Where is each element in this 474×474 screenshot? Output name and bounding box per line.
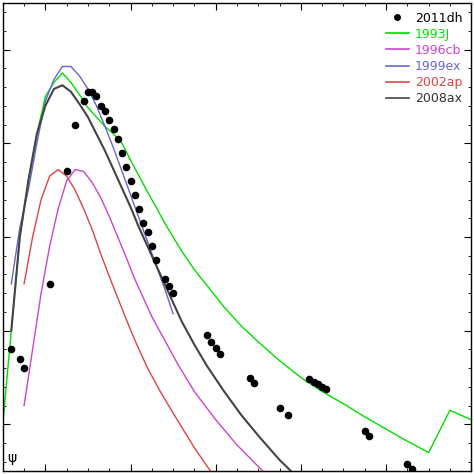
Point [310,378,318,386]
Point [89,88,96,96]
Point [84,88,92,96]
Point [139,219,147,227]
Point [8,346,15,353]
Legend: 2011dh, 1993J, 1996cb, 1999ex, 2002ap, 2008ax: 2011dh, 1993J, 1996cb, 1999ex, 2002ap, 2… [381,7,467,110]
Text: ψ: ψ [8,451,17,465]
Point [152,256,160,264]
Point [319,383,326,391]
Point [122,163,130,171]
Point [212,344,219,351]
Point [16,355,24,363]
Point [306,375,313,383]
Point [216,350,224,358]
Point [284,411,292,419]
Point [114,135,121,142]
Point [323,385,330,392]
Point [144,228,151,236]
Point [63,168,71,175]
Point [131,191,138,199]
Point [118,149,126,156]
Point [72,121,79,128]
Point [46,280,54,288]
Point [208,338,215,346]
Point [165,282,173,290]
Point [246,374,254,381]
Point [97,102,105,109]
Point [408,465,415,473]
Point [109,126,117,133]
Point [105,116,113,124]
Point [148,243,155,250]
Point [135,205,143,213]
Point [169,290,177,297]
Point [127,177,134,184]
Point [20,365,28,372]
Point [314,380,322,388]
Point [250,379,258,387]
Point [161,275,168,283]
Point [365,432,373,439]
Point [403,460,411,467]
Point [361,427,369,435]
Point [80,97,88,105]
Point [93,93,100,100]
Point [101,107,109,114]
Point [276,404,283,411]
Point [203,332,211,339]
